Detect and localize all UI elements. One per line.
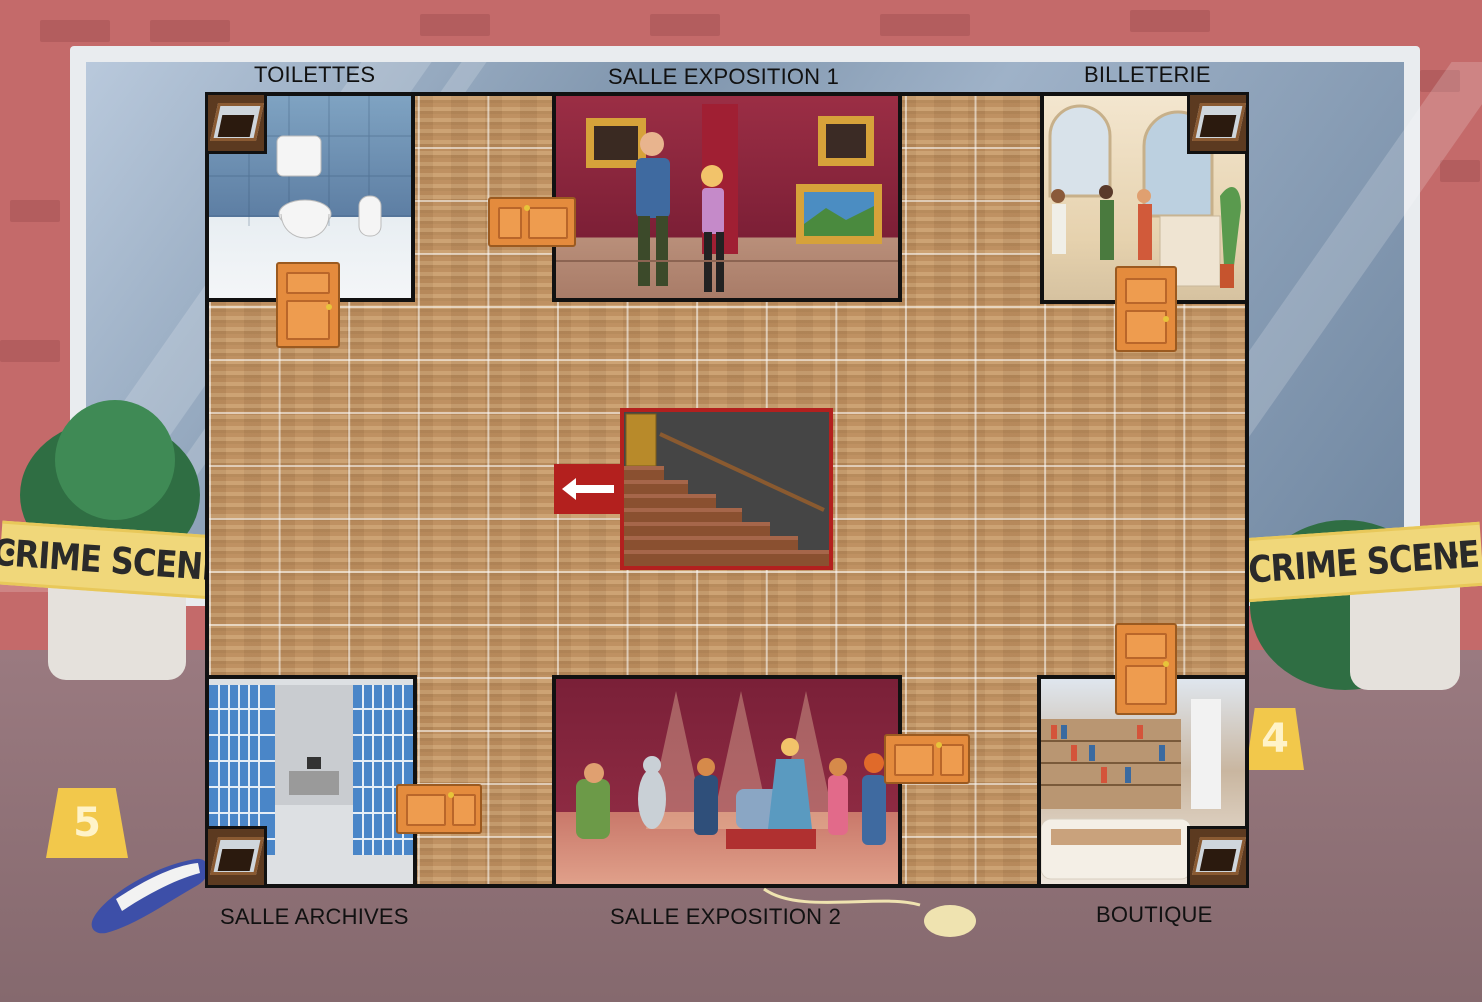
exhibition-illustration (556, 104, 898, 292)
room-boutique[interactable] (1037, 675, 1249, 888)
room-label-billeterie: BILLETERIE (1084, 62, 1211, 87)
stairs-entry-tile[interactable] (554, 464, 622, 514)
trapdoor-icon[interactable] (205, 826, 267, 888)
sneaker-icon (91, 858, 209, 934)
room-label-expo1: SALLE EXPOSITION 1 (608, 64, 840, 89)
brick (880, 14, 970, 36)
door-expo2[interactable] (884, 734, 970, 784)
room-label-archives: SALLE ARCHIVES (220, 904, 409, 929)
exhibition-2-illustration (576, 691, 886, 849)
door-billeterie[interactable] (1115, 266, 1177, 352)
door-toilettes[interactable] (276, 262, 340, 348)
shop-illustration (1041, 699, 1221, 880)
room-salle-exposition-1[interactable] (552, 92, 902, 302)
toilet-illustration (209, 96, 411, 239)
evidence-marker-4: 4 (1246, 708, 1304, 770)
trapdoor-icon[interactable] (1187, 92, 1249, 154)
tape-text-left: CRIME SCENE (0, 530, 225, 590)
brick (650, 14, 720, 36)
door-expo1[interactable] (488, 197, 576, 247)
arrow-left-icon (562, 478, 614, 500)
necklace-icon (763, 887, 976, 937)
tape-text-right: CRIME SCENE (1246, 532, 1481, 592)
evidence-marker-number: 4 (1261, 716, 1289, 762)
brick (40, 20, 110, 42)
trapdoor-icon[interactable] (1187, 826, 1249, 888)
trapdoor-icon[interactable] (205, 92, 267, 154)
room-label-boutique: BOUTIQUE (1096, 902, 1213, 927)
door-boutique[interactable] (1115, 623, 1177, 715)
brick (1420, 70, 1460, 92)
door-archives[interactable] (396, 784, 482, 834)
brick (420, 14, 490, 36)
plant-pot-left (48, 580, 186, 680)
brick (10, 200, 60, 222)
brick (1440, 160, 1480, 182)
brick (0, 340, 60, 362)
room-stairs[interactable] (620, 408, 833, 570)
evidence-marker-number: 5 (73, 800, 101, 846)
stairs-icon (624, 412, 829, 566)
room-salle-exposition-2[interactable] (552, 675, 902, 888)
plant-pot-right (1350, 580, 1460, 690)
brick (150, 20, 230, 42)
room-label-toilettes: TOILETTES (254, 62, 376, 87)
brick (1130, 10, 1210, 32)
plant-left (55, 400, 175, 520)
room-salle-archives[interactable] (205, 675, 417, 888)
evidence-marker-5: 5 (46, 788, 128, 858)
room-label-expo2: SALLE EXPOSITION 2 (610, 904, 842, 929)
